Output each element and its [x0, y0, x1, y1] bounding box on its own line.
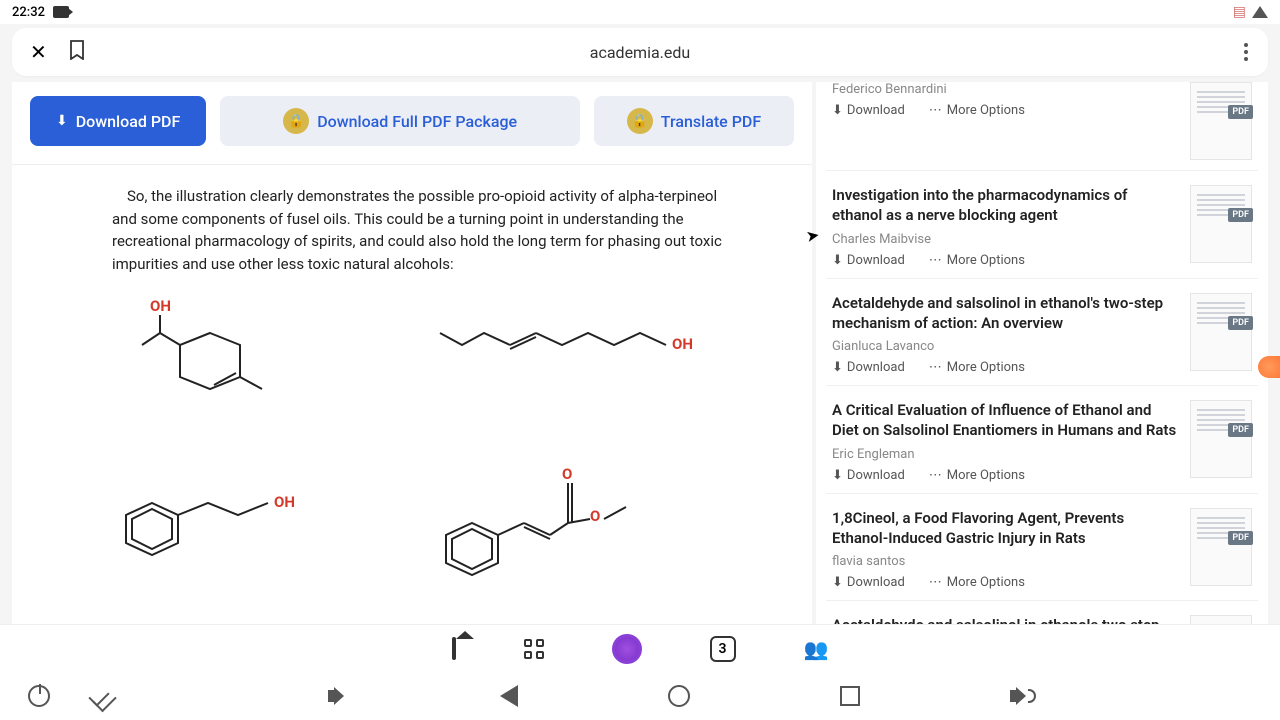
more-options-link[interactable]: ⋯ More Options: [929, 360, 1025, 375]
lock-icon: 🔒: [283, 108, 309, 134]
paper-thumbnail[interactable]: [1190, 82, 1252, 160]
more-options-link[interactable]: ⋯ More Options: [929, 575, 1025, 590]
document-viewer: ⬇ Download PDF 🔒 Download Full PDF Packa…: [12, 82, 812, 638]
svg-text:O: O: [562, 465, 572, 483]
back-icon[interactable]: [500, 685, 518, 707]
menu-icon[interactable]: [1238, 37, 1254, 67]
paper-thumbnail[interactable]: [1190, 508, 1252, 586]
structure-phenylpropanol: OH: [112, 463, 372, 583]
related-item[interactable]: 1,8Cineol, a Food Flavoring Agent, Preve…: [826, 494, 1258, 602]
apps-icon[interactable]: [524, 639, 544, 659]
related-author: Federico Bennardini: [832, 82, 1180, 97]
related-author: flavia santos: [832, 554, 1180, 569]
related-author: Charles Maibvise: [832, 232, 1180, 247]
download-link[interactable]: ⬇ Download: [832, 360, 905, 375]
volume-up-icon[interactable]: [1010, 685, 1032, 707]
collapse-icon[interactable]: [88, 685, 109, 706]
structure-terpineol: OH: [112, 293, 372, 423]
svg-text:O: O: [590, 507, 600, 525]
download-link[interactable]: ⬇ Download: [832, 103, 905, 118]
download-link[interactable]: ⬇ Download: [832, 468, 905, 483]
related-title: Investigation into the pharmacodynamics …: [832, 185, 1180, 226]
related-item[interactable]: A Critical Evaluation of Influence of Et…: [826, 386, 1258, 494]
structure-cinnamate: O O: [432, 463, 722, 583]
svg-text:OH: OH: [274, 493, 295, 511]
status-bar: 22:32 ▤: [0, 0, 1280, 24]
close-icon[interactable]: ✕: [26, 36, 51, 68]
related-item[interactable]: Investigation into the pharmacodynamics …: [826, 171, 1258, 279]
download-full-label: Download Full PDF Package: [317, 112, 517, 131]
more-options-link[interactable]: ⋯ More Options: [929, 468, 1025, 483]
svg-text:OH: OH: [150, 297, 171, 315]
recents-icon[interactable]: [840, 686, 860, 706]
related-title: A Critical Evaluation of Influence of Et…: [832, 400, 1180, 441]
paper-thumbnail[interactable]: [1190, 400, 1252, 478]
url-label[interactable]: academia.edu: [590, 43, 690, 62]
browser-bottom-nav: 3 👥: [0, 624, 1280, 672]
structure-chain-alcohol: OH: [432, 293, 722, 423]
chemical-structures: OH: [112, 293, 722, 583]
paper-thumbnail[interactable]: [1190, 185, 1252, 263]
home-icon[interactable]: [452, 639, 456, 658]
related-title: 1,8Cineol, a Food Flavoring Agent, Preve…: [832, 508, 1180, 549]
home-system-icon[interactable]: [668, 685, 690, 707]
related-item[interactable]: Federico Bennardini ⬇ Download ⋯ More Op…: [826, 82, 1258, 171]
related-author: Gianluca Lavanco: [832, 339, 1180, 354]
assistant-icon[interactable]: [612, 634, 642, 664]
related-title: Acetaldehyde and salsolinol in ethanol's…: [832, 293, 1180, 334]
download-pdf-label: Download PDF: [76, 112, 181, 131]
related-papers: Federico Bennardini ⬇ Download ⋯ More Op…: [812, 82, 1268, 638]
download-link[interactable]: ⬇ Download: [832, 253, 905, 268]
sim-icon: ▤: [1233, 4, 1246, 20]
bookmark-icon[interactable]: [69, 40, 85, 65]
clock: 22:32: [12, 5, 45, 20]
profile-icon[interactable]: 👥: [804, 637, 829, 661]
paper-thumbnail[interactable]: [1190, 293, 1252, 371]
tabs-button[interactable]: 3: [710, 636, 736, 662]
action-bar: ⬇ Download PDF 🔒 Download Full PDF Packa…: [12, 82, 812, 165]
download-icon: ⬇: [56, 113, 68, 129]
svg-text:OH: OH: [672, 335, 693, 353]
download-pdf-button[interactable]: ⬇ Download PDF: [30, 96, 206, 146]
camera-icon: [53, 6, 69, 18]
lock-icon: 🔒: [627, 108, 653, 134]
paragraph: So, the illustration clearly demonstrate…: [112, 185, 722, 275]
system-nav-bar: [0, 672, 1280, 720]
more-options-link[interactable]: ⋯ More Options: [929, 253, 1025, 268]
document-body: So, the illustration clearly demonstrate…: [12, 165, 812, 638]
download-link[interactable]: ⬇ Download: [832, 575, 905, 590]
download-full-button[interactable]: 🔒 Download Full PDF Package: [220, 96, 580, 146]
volume-down-icon[interactable]: [328, 685, 350, 707]
related-item[interactable]: Acetaldehyde and salsolinol in ethanol's…: [826, 279, 1258, 387]
translate-button[interactable]: 🔒 Translate PDF: [594, 96, 794, 146]
related-author: Eric Engleman: [832, 447, 1180, 462]
more-options-link[interactable]: ⋯ More Options: [929, 103, 1025, 118]
browser-toolbar: ✕ academia.edu: [12, 28, 1268, 76]
wifi-icon: [1252, 6, 1268, 18]
edge-indicator: [1258, 356, 1280, 378]
translate-label: Translate PDF: [661, 112, 761, 131]
power-icon[interactable]: [28, 685, 50, 707]
